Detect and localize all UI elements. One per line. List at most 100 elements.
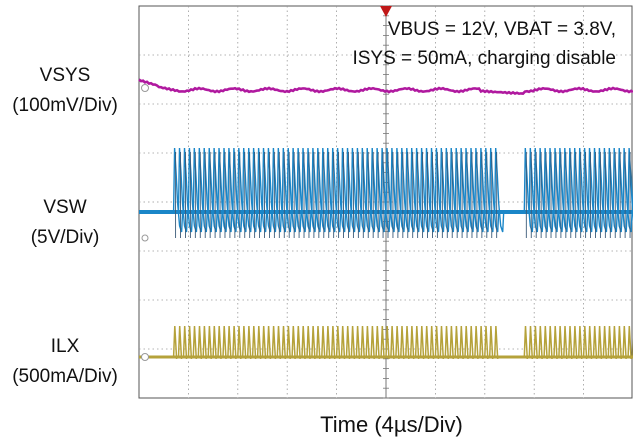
ilx-pulse	[548, 325, 553, 360]
vsw-pulse	[459, 147, 470, 233]
ilx-pulse	[449, 325, 454, 360]
vsw-pulse	[380, 147, 391, 233]
ilx-pulse	[592, 325, 598, 360]
ilx-pulse	[266, 325, 272, 360]
vsw-pulse	[419, 147, 431, 233]
ilx-pulse	[622, 325, 627, 360]
ilx-pulse	[321, 325, 326, 360]
vsw-pulse	[187, 147, 199, 233]
vsw-pulse	[212, 147, 223, 233]
vsw-pulse	[395, 147, 406, 233]
ilx-pulse	[414, 325, 420, 360]
vsw-pulse	[424, 147, 436, 233]
ilx-pulse	[192, 325, 198, 360]
ilx-scale: (500mA/Div)	[12, 366, 118, 387]
ilx-pulse	[385, 325, 390, 360]
ilx-pulse	[335, 325, 341, 360]
vsw-pulse	[390, 147, 401, 233]
vsw-pulse	[266, 147, 278, 233]
vsw-pulse	[286, 147, 297, 233]
ilx-pulse	[212, 325, 217, 360]
ilx-pulse	[217, 325, 222, 360]
vsw-pulse	[474, 147, 485, 233]
vsw-pulse	[350, 147, 362, 233]
ilx-name: ILX	[50, 336, 80, 357]
vsw-pulse	[494, 147, 505, 233]
vsw-pulse	[182, 147, 194, 233]
ilx-pulse	[612, 325, 617, 360]
vsw-pulse	[410, 147, 421, 233]
ilx-pulse	[419, 325, 425, 360]
ilx-pulse	[395, 325, 400, 360]
vsw-pulse	[251, 147, 263, 233]
vsw-pulse	[543, 147, 554, 233]
vsw-pulse	[538, 147, 549, 233]
ilx-pulse	[251, 325, 257, 360]
ilx-pulse	[523, 325, 529, 360]
ilx-pulse	[543, 325, 548, 360]
vsw-pulse	[612, 147, 623, 233]
vsw-pulse	[484, 147, 495, 233]
ilx-pulse	[568, 325, 573, 360]
ilx-pulse	[553, 325, 558, 360]
ilx-pulse	[563, 325, 568, 360]
ilx-pulse	[405, 325, 410, 360]
vsw-pulse	[247, 147, 258, 233]
ilx-pulse	[345, 325, 351, 360]
vsw-pulse	[533, 147, 544, 233]
ilx-pulse	[558, 325, 563, 360]
vsw-pulse	[335, 147, 347, 233]
vsw-name: VSW	[43, 197, 87, 218]
vsw-ground-marker	[141, 234, 149, 242]
ilx-pulse	[286, 325, 291, 360]
ilx-pulse	[291, 325, 296, 360]
ilx-pulse	[479, 325, 484, 360]
vsw-pulse	[365, 147, 376, 233]
ilx-pulse	[464, 325, 469, 360]
ilx-pulse	[355, 325, 361, 360]
vsw-pulse	[489, 147, 500, 233]
ilx-pulse	[375, 325, 380, 360]
vsw-pulse	[528, 147, 539, 233]
ilx-pulse	[429, 325, 435, 360]
vsw-pulse	[548, 147, 559, 233]
ilx-pulse	[444, 325, 450, 360]
ilx-pulse	[493, 325, 499, 360]
vsw-pulse	[602, 147, 614, 233]
ilx-pulse	[281, 325, 287, 360]
ilx-pulse	[365, 325, 370, 360]
ilx-pulse	[227, 325, 232, 360]
vsw-pulse	[207, 147, 218, 233]
vsw-pulse	[256, 147, 268, 233]
ilx-pulse	[301, 325, 306, 360]
vsw-pulse	[202, 147, 213, 233]
vsw-pulse	[340, 147, 352, 233]
ilx-pulse	[488, 325, 494, 360]
vsw-pulse	[281, 147, 292, 233]
vsys-name: VSYS	[39, 65, 91, 86]
ilx-pulse	[577, 325, 583, 360]
vsw-pulse	[622, 147, 633, 233]
vsys-trace	[138, 78, 633, 96]
vsw-pulse	[261, 147, 273, 233]
vsw-pulse	[434, 147, 446, 233]
vsys-scale: (100mV/Div)	[12, 95, 118, 116]
vsw-pulse	[439, 147, 450, 233]
annotation-text: VBUS = 12V, VBAT = 3.8V, ISYS = 50mA, cha…	[352, 19, 616, 69]
vsw-pulse	[345, 147, 357, 233]
vsw-pulse	[316, 147, 327, 233]
vsw-pulse	[553, 147, 564, 233]
vsw-pulse	[578, 147, 589, 233]
vsw-pulse	[627, 147, 633, 222]
vsw-pulse	[469, 147, 480, 233]
ilx-label: ILX (500mA/Div)	[0, 332, 130, 392]
vsw-pulse	[232, 147, 243, 233]
ilx-pulse	[241, 325, 247, 360]
vsw-pulse	[523, 147, 534, 233]
vsw-pulse	[306, 147, 317, 233]
ilx-pulse	[340, 325, 346, 360]
vsw-pulse	[360, 147, 371, 233]
vsw-pulse	[479, 147, 490, 233]
vsw-pulse	[464, 147, 475, 233]
